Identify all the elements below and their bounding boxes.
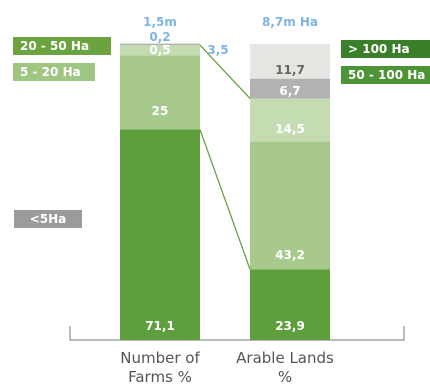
bar-segment-20-50-ha-lands: [250, 98, 330, 142]
legend-lt5-ha: <5Ha: [14, 210, 82, 228]
value-label-5-20-lands: 43,2: [275, 248, 305, 262]
legend-gt100-ha: > 100 Ha: [341, 40, 430, 58]
bar-segment-100-ha-farms: [120, 43, 200, 44]
value-label-5-20-farms: 25: [152, 104, 169, 118]
connector-layer: [199, 44, 251, 270]
value-label-gt100-farms: 0,2: [149, 30, 170, 44]
value-label-lt5-farms: 71,1: [145, 319, 175, 333]
bars-layer: [120, 43, 330, 340]
legend-50-100-ha: 50 - 100 Ha: [341, 66, 430, 84]
x-axis-line: [69, 326, 405, 341]
bar-segment-5-20-ha-farms: [120, 55, 200, 130]
total-label-lands: 8,7m Ha: [262, 15, 318, 29]
labels-layer: 71,1 25 0,50,2 3,5 1,5m 23,9 43,2 14,5 6,7 11,7 8,…: [143, 15, 318, 333]
bar-segment-50-100-ha-farms: [120, 43, 200, 46]
value-label-gt100-lands: 11,7: [275, 63, 305, 77]
value-label-20-50-farms: 3,5: [207, 43, 228, 57]
total-label-farms: 1,5m: [143, 15, 177, 29]
bar-segment-5ha-farms: [120, 129, 200, 340]
value-label-20-50-lands: 14,5: [275, 122, 305, 136]
connector-line-lower: [199, 129, 251, 270]
category-label-farms: Number of Farms %: [120, 349, 200, 386]
legend-20-50-ha: 20 - 50 Ha: [13, 37, 111, 55]
bar-segment-5ha-lands: [250, 269, 330, 340]
bar-segment-50-100-ha-lands: [250, 78, 330, 99]
bar-segment-100-ha-lands: [250, 44, 330, 79]
bar-segment-20-50-ha-farms: [120, 45, 200, 56]
value-label-50-100-farms: 0,5: [149, 43, 170, 57]
axis-layer: [69, 326, 405, 341]
bar-segment-5-20-ha-lands: [250, 141, 330, 270]
connector-line-upper: [199, 44, 251, 99]
category-label-lands: Arable Lands %: [236, 349, 334, 386]
value-label-lt5-lands: 23,9: [275, 319, 305, 333]
legend-5-20-ha: 5 - 20 Ha: [13, 63, 95, 81]
value-label-50-100-lands: 6,7: [279, 84, 300, 98]
